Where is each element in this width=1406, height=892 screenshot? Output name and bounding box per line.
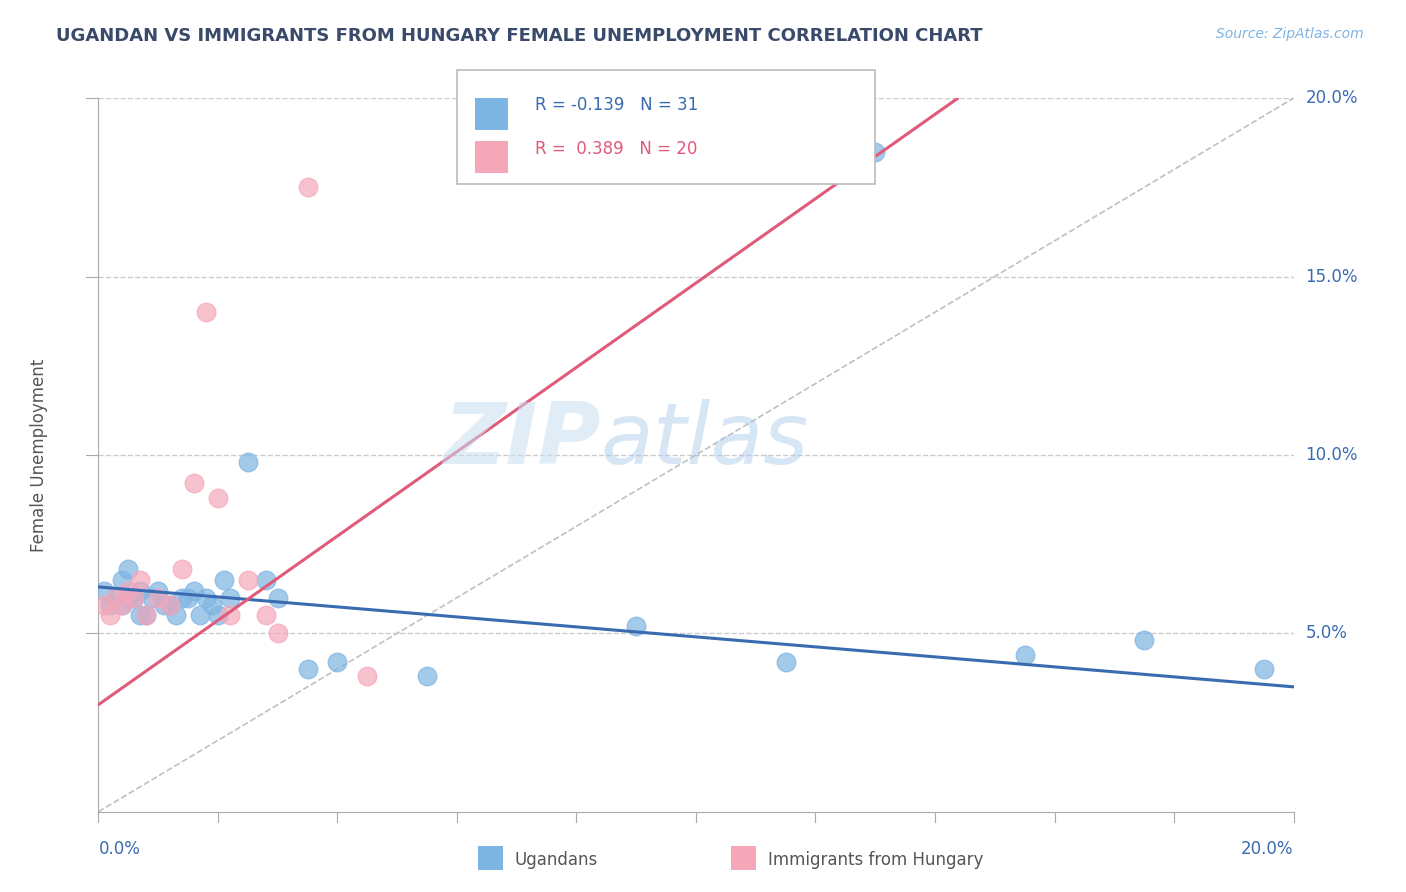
Point xyxy=(207,608,229,623)
Point xyxy=(775,655,797,669)
Point xyxy=(236,455,259,469)
Point xyxy=(111,598,134,612)
Point xyxy=(159,598,181,612)
Point xyxy=(267,626,290,640)
Point xyxy=(159,598,181,612)
Point xyxy=(117,583,139,598)
Point xyxy=(194,305,218,319)
FancyBboxPatch shape xyxy=(475,141,509,173)
FancyBboxPatch shape xyxy=(475,98,509,130)
Text: Female Unemployment: Female Unemployment xyxy=(30,359,48,551)
Text: Ugandans: Ugandans xyxy=(515,851,598,869)
Point xyxy=(219,591,242,605)
Point xyxy=(865,145,887,159)
Point xyxy=(236,573,259,587)
Point xyxy=(416,669,439,683)
Point xyxy=(98,598,122,612)
Point xyxy=(177,591,200,605)
Text: atlas: atlas xyxy=(600,399,808,483)
Point xyxy=(105,591,128,605)
Point xyxy=(93,583,115,598)
Point xyxy=(254,608,277,623)
Point xyxy=(93,598,115,612)
Point xyxy=(111,598,134,612)
Text: 10.0%: 10.0% xyxy=(1305,446,1358,464)
Text: 20.0%: 20.0% xyxy=(1241,840,1294,858)
Point xyxy=(297,662,319,676)
Point xyxy=(201,598,224,612)
Point xyxy=(356,669,378,683)
Point xyxy=(254,573,277,587)
Point xyxy=(212,573,235,587)
Point xyxy=(129,608,152,623)
Point xyxy=(188,608,211,623)
Point xyxy=(129,583,152,598)
Point xyxy=(129,573,152,587)
Text: R = -0.139   N = 31: R = -0.139 N = 31 xyxy=(534,96,697,114)
Text: Source: ZipAtlas.com: Source: ZipAtlas.com xyxy=(1216,27,1364,41)
Point xyxy=(111,573,134,587)
Point xyxy=(148,591,170,605)
Point xyxy=(135,608,157,623)
Point xyxy=(105,591,128,605)
Point xyxy=(135,608,157,623)
Point xyxy=(148,583,170,598)
Text: 20.0%: 20.0% xyxy=(1305,89,1358,107)
Point xyxy=(165,608,187,623)
Text: 5.0%: 5.0% xyxy=(1305,624,1347,642)
Point xyxy=(194,591,218,605)
Point xyxy=(1014,648,1036,662)
Point xyxy=(172,562,194,576)
Text: Immigrants from Hungary: Immigrants from Hungary xyxy=(768,851,983,869)
Text: UGANDAN VS IMMIGRANTS FROM HUNGARY FEMALE UNEMPLOYMENT CORRELATION CHART: UGANDAN VS IMMIGRANTS FROM HUNGARY FEMAL… xyxy=(56,27,983,45)
Point xyxy=(183,583,205,598)
Point xyxy=(1253,662,1275,676)
Point xyxy=(219,608,242,623)
Text: 15.0%: 15.0% xyxy=(1305,268,1358,285)
Point xyxy=(141,591,163,605)
Point xyxy=(124,591,146,605)
Point xyxy=(297,180,319,194)
Point xyxy=(183,476,205,491)
Text: 0.0%: 0.0% xyxy=(98,840,141,858)
Point xyxy=(117,562,139,576)
Point xyxy=(172,591,194,605)
Point xyxy=(98,608,122,623)
Point xyxy=(267,591,290,605)
FancyBboxPatch shape xyxy=(457,70,875,184)
Point xyxy=(207,491,229,505)
Point xyxy=(153,598,176,612)
Text: ZIP: ZIP xyxy=(443,399,600,483)
Point xyxy=(326,655,349,669)
Point xyxy=(117,591,139,605)
Point xyxy=(624,619,647,633)
Point xyxy=(124,591,146,605)
Text: R =  0.389   N = 20: R = 0.389 N = 20 xyxy=(534,141,697,159)
Point xyxy=(1133,633,1156,648)
